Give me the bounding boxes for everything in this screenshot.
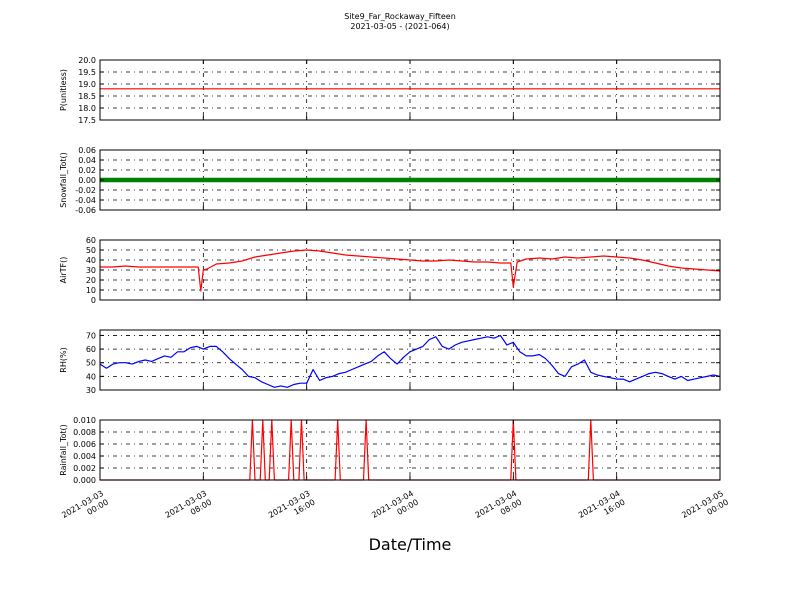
series-line — [99, 334, 721, 388]
y-tick-label: 19.0 — [78, 80, 96, 89]
y-tick-label: 0.006 — [73, 440, 96, 449]
y-tick-label: -0.06 — [75, 206, 96, 215]
y-tick-label: 0.004 — [73, 452, 96, 461]
y-axis-label: P(unitless) — [59, 69, 68, 111]
y-tick-label: 20 — [86, 276, 96, 285]
x-tick-label: 2021-03-0500:00 — [680, 489, 730, 529]
y-tick-label: 30 — [86, 386, 96, 395]
y-tick-label: -0.04 — [75, 196, 96, 205]
y-tick-label: 40 — [86, 256, 96, 265]
series-line — [100, 249, 721, 292]
y-tick-label: 0 — [91, 296, 96, 305]
y-tick-label: 0.04 — [78, 156, 96, 165]
chart-subtitle: 2021-03-05 - (2021-064) — [350, 22, 449, 31]
y-axis-label: AirTF() — [59, 257, 68, 284]
y-tick-label: 0.008 — [73, 428, 96, 437]
x-tick-label: 2021-03-0316:00 — [267, 489, 317, 529]
y-tick-label: 40 — [86, 372, 96, 381]
y-axis-label: RH(%) — [59, 347, 68, 372]
y-tick-label: 17.5 — [78, 116, 96, 125]
y-tick-label: 18.0 — [78, 104, 96, 113]
y-tick-label: -0.02 — [75, 186, 96, 195]
x-tick-label: 2021-03-0400:00 — [370, 489, 420, 529]
x-tick-label: 2021-03-0300:00 — [60, 489, 110, 529]
subplot-1: 17.5 18.0 18.5 19.0 19.5 20.0 P(unitless) — [59, 56, 721, 125]
y-axis-label: Rainfall_Tot() — [59, 424, 68, 476]
y-tick-label: 0.06 — [78, 146, 96, 155]
y-tick-label: 50 — [86, 359, 96, 368]
y-tick-label: 60 — [86, 345, 96, 354]
y-tick-label: 50 — [86, 246, 96, 255]
subplot-4: 30 40 50 60 70 RH(%) — [59, 329, 721, 395]
y-tick-label: 10 — [86, 286, 96, 295]
x-tick-label: 2021-03-0308:00 — [164, 489, 214, 529]
y-tick-label: 30 — [86, 266, 96, 275]
y-tick-label: 0.002 — [73, 464, 96, 473]
x-tick-label: 2021-03-0416:00 — [577, 489, 627, 529]
y-tick-label: 19.5 — [78, 68, 96, 77]
chart-title: Site9_Far_Rockaway_Fifteen — [344, 12, 456, 21]
y-tick-label: 70 — [86, 331, 96, 340]
x-axis-label: Date/Time — [369, 535, 452, 554]
y-axis-label: Snowfall_Tot() — [59, 152, 68, 208]
subplot-2: -0.06-0.04-0.020.000.020.040.06 Snowfall_… — [59, 146, 721, 215]
y-tick-label: 0.02 — [78, 166, 96, 175]
y-tick-label: 60 — [86, 236, 96, 245]
x-tick-label: 2021-03-0408:00 — [474, 489, 524, 529]
x-axis-tick-labels: 2021-03-0300:00 2021-03-0308:00 2021-03-03… — [60, 489, 730, 529]
y-tick-label: 0.00 — [78, 176, 96, 185]
y-tick-label: 0.010 — [73, 416, 96, 425]
subplot-5: 0.000 0.002 0.004 0.006 0.008 0.010 Rainfall_T… — [59, 416, 721, 485]
subplots: 17.5 18.0 18.5 19.0 19.5 20.0 P(unitless) -0.06… — [59, 56, 721, 485]
y-tick-label: 0.000 — [73, 476, 96, 485]
y-tick-label: 18.5 — [78, 92, 96, 101]
y-tick-label: 20.0 — [78, 56, 96, 65]
